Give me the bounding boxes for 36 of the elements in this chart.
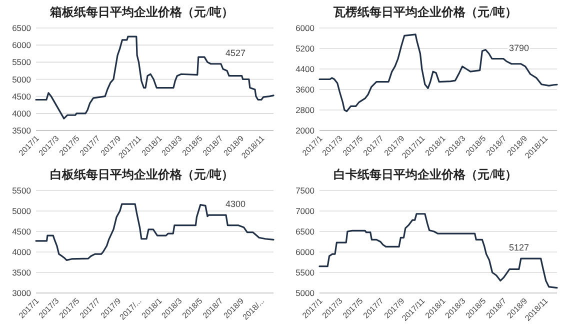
y-tick-label: 3500 xyxy=(12,126,32,136)
y-tick-label: 2800 xyxy=(296,105,315,115)
annotation: 4300 xyxy=(225,199,246,210)
y-tick-label: 6500 xyxy=(12,23,32,33)
y-tick-label: 3000 xyxy=(12,288,32,298)
y-tick-label: 5000 xyxy=(12,74,32,84)
y-tick-label: 7000 xyxy=(296,206,315,216)
y-tick-label: 4000 xyxy=(12,247,32,257)
line-series xyxy=(35,36,274,120)
y-tick-label: 3600 xyxy=(296,84,315,94)
chart-title: 箱板纸每日平均企业价格（元/吨） xyxy=(49,5,234,19)
y-tick-label: 5500 xyxy=(296,268,315,278)
y-tick-label: 5500 xyxy=(12,186,32,196)
y-tick-label: 7500 xyxy=(296,186,315,196)
y-tick-label: 6500 xyxy=(296,226,315,236)
annotation: 4527 xyxy=(225,48,246,58)
annotation: 3790 xyxy=(508,42,530,53)
chart-title: 瓦楞纸每日平均企业价格（元/吨） xyxy=(332,5,517,19)
y-tick-label: 4500 xyxy=(12,226,32,236)
annotation: 5127 xyxy=(508,242,530,253)
y-tick-label: 2000 xyxy=(296,126,315,136)
y-tick-label: 6000 xyxy=(12,40,32,50)
y-tick-label: 5000 xyxy=(12,206,32,216)
y-tick-label: 6000 xyxy=(296,23,315,33)
y-tick-label: 6000 xyxy=(296,247,315,257)
y-tick-label: 4500 xyxy=(12,91,32,102)
line-series xyxy=(318,34,558,112)
y-tick-label: 5500 xyxy=(12,57,32,68)
line-series xyxy=(318,213,558,289)
y-tick-label: 4000 xyxy=(12,108,32,118)
chart-title: 白板纸每日平均企业价格（元/吨） xyxy=(50,168,234,182)
y-tick-label: 3500 xyxy=(12,268,32,278)
y-tick-label: 5000 xyxy=(296,288,315,298)
y-tick-label: 5200 xyxy=(296,44,315,54)
chart-title: 白卡纸每日平均企业价格（元/吨） xyxy=(334,168,517,182)
y-tick-label: 4400 xyxy=(296,64,315,74)
